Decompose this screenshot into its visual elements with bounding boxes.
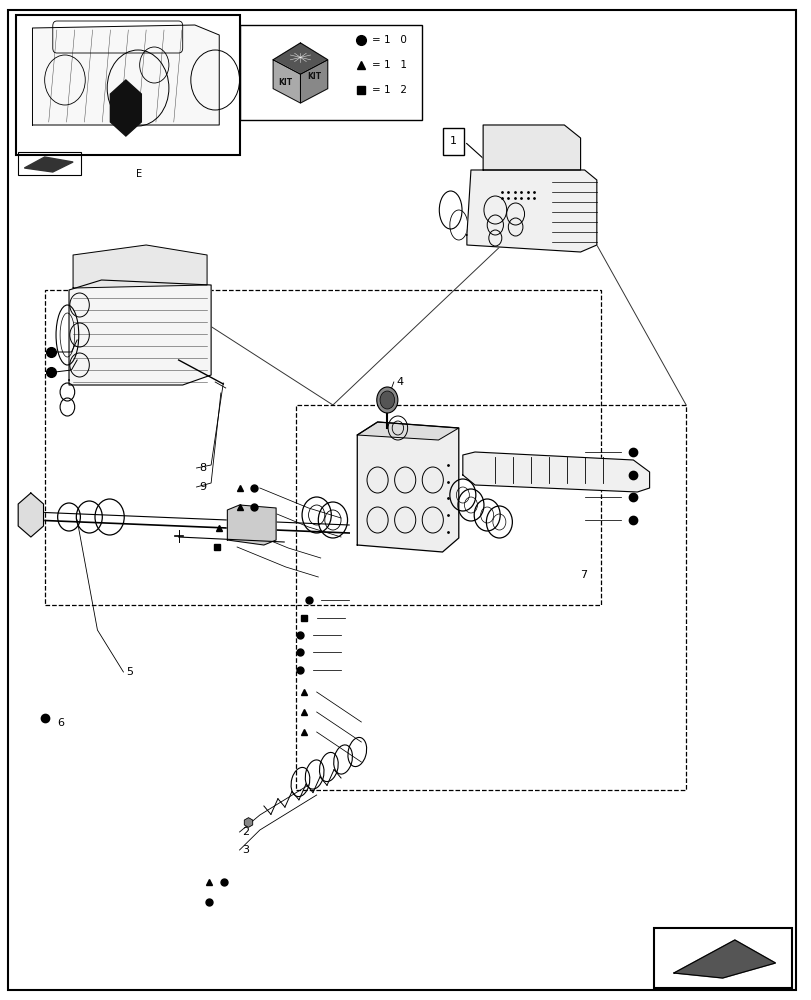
Polygon shape xyxy=(69,280,211,385)
Polygon shape xyxy=(466,170,596,252)
Circle shape xyxy=(380,391,394,409)
Polygon shape xyxy=(73,245,207,288)
Text: 9: 9 xyxy=(199,482,206,492)
Text: 8: 8 xyxy=(199,463,206,473)
Text: 2: 2 xyxy=(242,827,249,837)
Text: E: E xyxy=(136,169,143,179)
Text: KIT: KIT xyxy=(278,78,292,87)
Circle shape xyxy=(376,387,397,413)
Polygon shape xyxy=(357,422,458,552)
Polygon shape xyxy=(462,452,649,492)
Polygon shape xyxy=(272,43,328,74)
Text: 4: 4 xyxy=(396,377,403,387)
Text: = 1   1: = 1 1 xyxy=(371,60,406,70)
Bar xyxy=(18,152,81,175)
Text: 1: 1 xyxy=(449,136,457,146)
Polygon shape xyxy=(32,25,219,125)
Bar xyxy=(239,25,422,120)
Polygon shape xyxy=(300,60,328,103)
Text: = 1   2: = 1 2 xyxy=(371,85,406,95)
Text: 6: 6 xyxy=(57,718,64,728)
Polygon shape xyxy=(673,940,775,978)
Text: 3: 3 xyxy=(242,845,249,855)
Polygon shape xyxy=(110,80,141,136)
Polygon shape xyxy=(483,125,580,170)
Text: 5: 5 xyxy=(126,667,133,677)
Polygon shape xyxy=(18,493,44,537)
Bar xyxy=(653,928,791,988)
Bar xyxy=(442,128,464,155)
Text: = 1   0: = 1 0 xyxy=(371,35,406,45)
Text: KIT: KIT xyxy=(307,72,320,81)
Bar xyxy=(45,290,600,605)
Text: 7: 7 xyxy=(580,570,587,580)
Polygon shape xyxy=(357,422,458,440)
Bar xyxy=(16,15,239,155)
Bar xyxy=(296,405,685,790)
Polygon shape xyxy=(227,505,276,545)
Polygon shape xyxy=(272,60,300,103)
Polygon shape xyxy=(24,157,73,172)
